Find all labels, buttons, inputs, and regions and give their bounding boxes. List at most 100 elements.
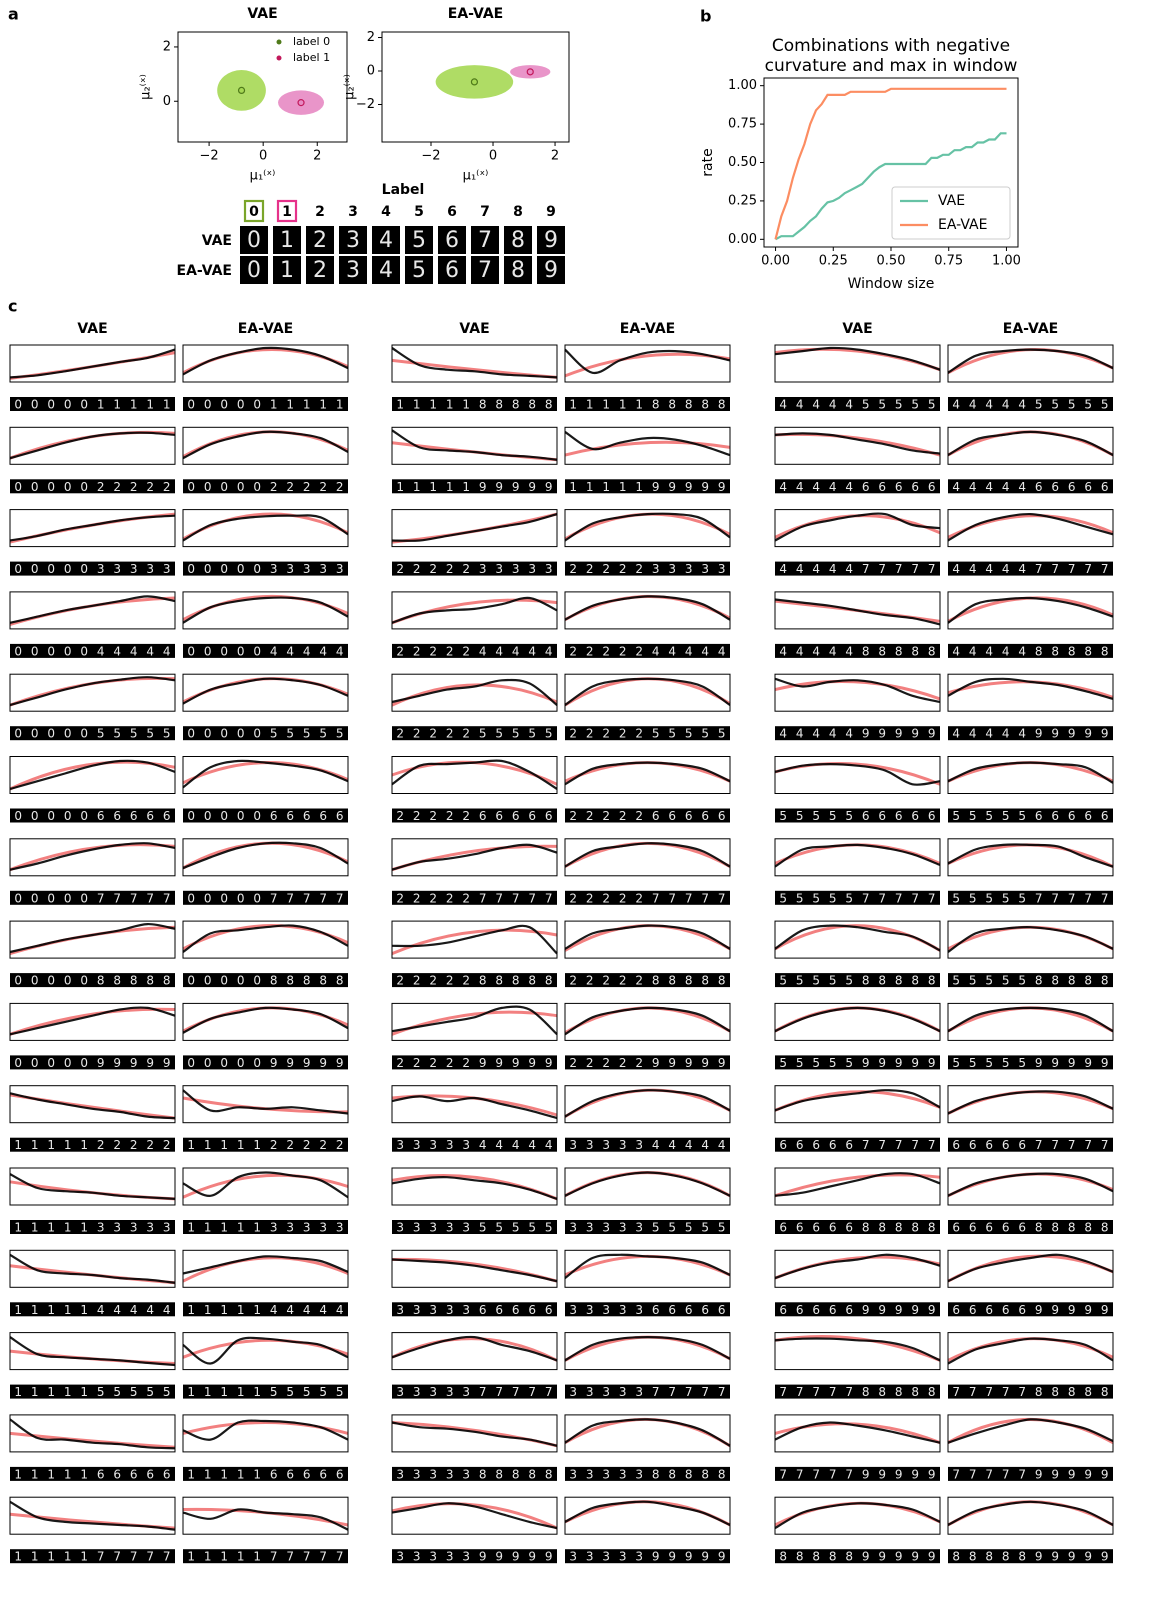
strip-digit: 3 (446, 1221, 454, 1235)
strip-digit: 7 (1068, 562, 1076, 576)
digit: 9 (544, 258, 558, 283)
strip-digit: 4 (528, 1138, 536, 1152)
strip-digit: 1 (237, 1138, 245, 1152)
strip-digit: 3 (619, 1138, 627, 1152)
strip-digit: 9 (718, 480, 726, 494)
strip-digit: 0 (31, 562, 39, 576)
digit: 8 (511, 258, 525, 283)
strip-digit: 4 (286, 1303, 294, 1317)
strip-digit: 9 (1035, 1303, 1043, 1317)
strip-digit: 7 (895, 891, 903, 905)
strip-digit: 8 (495, 398, 503, 412)
strip-digit: 9 (701, 480, 709, 494)
strip-digit: 0 (64, 644, 72, 658)
digit: 4 (379, 228, 393, 253)
strip-digit: 1 (187, 1221, 195, 1235)
x-tick-label: −2 (200, 149, 219, 164)
strip-digit: 9 (1084, 1467, 1092, 1481)
strip-digit: 8 (985, 1550, 993, 1564)
x-tick-label: 0.75 (934, 254, 963, 269)
strip-digit: 2 (619, 809, 627, 823)
strip-digit: 6 (895, 480, 903, 494)
strip-digit: 5 (796, 809, 804, 823)
strip-digit: 3 (602, 1550, 610, 1564)
strip-digit: 9 (528, 480, 536, 494)
strip-digit: 8 (1068, 1221, 1076, 1235)
strip-digit: 6 (796, 1221, 804, 1235)
strip-digit: 6 (113, 1467, 121, 1481)
fit-curve (10, 845, 175, 870)
label-header: 9 (546, 204, 556, 220)
strip-digit: 1 (237, 1221, 245, 1235)
strip-digit: 0 (220, 727, 228, 741)
strip-digit: 0 (220, 974, 228, 988)
strip-digit: 7 (336, 891, 344, 905)
strip-digit: 3 (396, 1467, 404, 1481)
strip-digit: 0 (253, 644, 261, 658)
strip-digit: 0 (64, 398, 72, 412)
strip-digit: 3 (396, 1550, 404, 1564)
strip-digit: 0 (187, 398, 195, 412)
fit-curve (948, 598, 1113, 621)
plot-frame (10, 921, 175, 958)
strip-digit: 5 (985, 891, 993, 905)
strip-digit: 0 (204, 1056, 212, 1070)
x-tick-label: 0 (489, 149, 497, 164)
strip-digit: 4 (286, 644, 294, 658)
strip-digit: 9 (1084, 1550, 1092, 1564)
strip-digit: 6 (928, 809, 936, 823)
x-tick-label: 1.00 (992, 254, 1021, 269)
strip-digit: 2 (396, 974, 404, 988)
strip-digit: 8 (303, 974, 311, 988)
strip-digit: 7 (97, 1550, 105, 1564)
fit-curve (183, 763, 348, 783)
strip-digit: 1 (187, 1467, 195, 1481)
strip-digit: 6 (1101, 480, 1109, 494)
strip-digit: 4 (130, 644, 138, 658)
chart-title: Combinations with negative (772, 36, 1010, 56)
strip-digit: 5 (718, 727, 726, 741)
strip-digit: 3 (413, 1303, 421, 1317)
fit-curve (565, 843, 730, 866)
strip-digit: 8 (878, 974, 886, 988)
strip-digit: 7 (985, 1385, 993, 1399)
strip-digit: 3 (413, 1138, 421, 1152)
strip-digit: 2 (462, 809, 470, 823)
strip-digit: 5 (1002, 974, 1010, 988)
strip-digit: 8 (1068, 644, 1076, 658)
strip-digit: 3 (396, 1221, 404, 1235)
strip-digit: 4 (985, 398, 993, 412)
strip-digit: 6 (1002, 1138, 1010, 1152)
strip-digit: 7 (528, 1385, 536, 1399)
strip-digit: 8 (319, 974, 327, 988)
latent-curve (10, 1337, 175, 1365)
strip-digit: 3 (701, 562, 709, 576)
strip-digit: 8 (718, 398, 726, 412)
strip-digit: 6 (829, 1138, 837, 1152)
strip-digit: 1 (253, 1467, 261, 1481)
strip-digit: 2 (396, 562, 404, 576)
strip-digit: 4 (270, 644, 278, 658)
legend-label: EA-VAE (938, 217, 987, 233)
strip-digit: 1 (253, 1221, 261, 1235)
strip-digit: 7 (911, 1138, 919, 1152)
strip-digit: 5 (952, 891, 960, 905)
strip-digit: 0 (31, 644, 39, 658)
strip-digit: 2 (413, 644, 421, 658)
strip-digit: 9 (878, 1303, 886, 1317)
strip-digit: 9 (303, 1056, 311, 1070)
chart-title: EA-VAE (448, 6, 503, 22)
strip-digit: 8 (1051, 974, 1059, 988)
strip-digit: 3 (163, 1221, 171, 1235)
y-tick-label: 0 (367, 64, 375, 79)
strip-digit: 2 (413, 1056, 421, 1070)
strip-digit: 5 (895, 398, 903, 412)
strip-digit: 9 (1084, 1056, 1092, 1070)
plot-frame (392, 1003, 557, 1040)
strip-digit: 6 (113, 809, 121, 823)
strip-digit: 0 (64, 809, 72, 823)
strip-digit: 7 (895, 1138, 903, 1152)
strip-digit: 4 (495, 1138, 503, 1152)
strip-digit: 5 (303, 727, 311, 741)
strip-digit: 1 (253, 1138, 261, 1152)
